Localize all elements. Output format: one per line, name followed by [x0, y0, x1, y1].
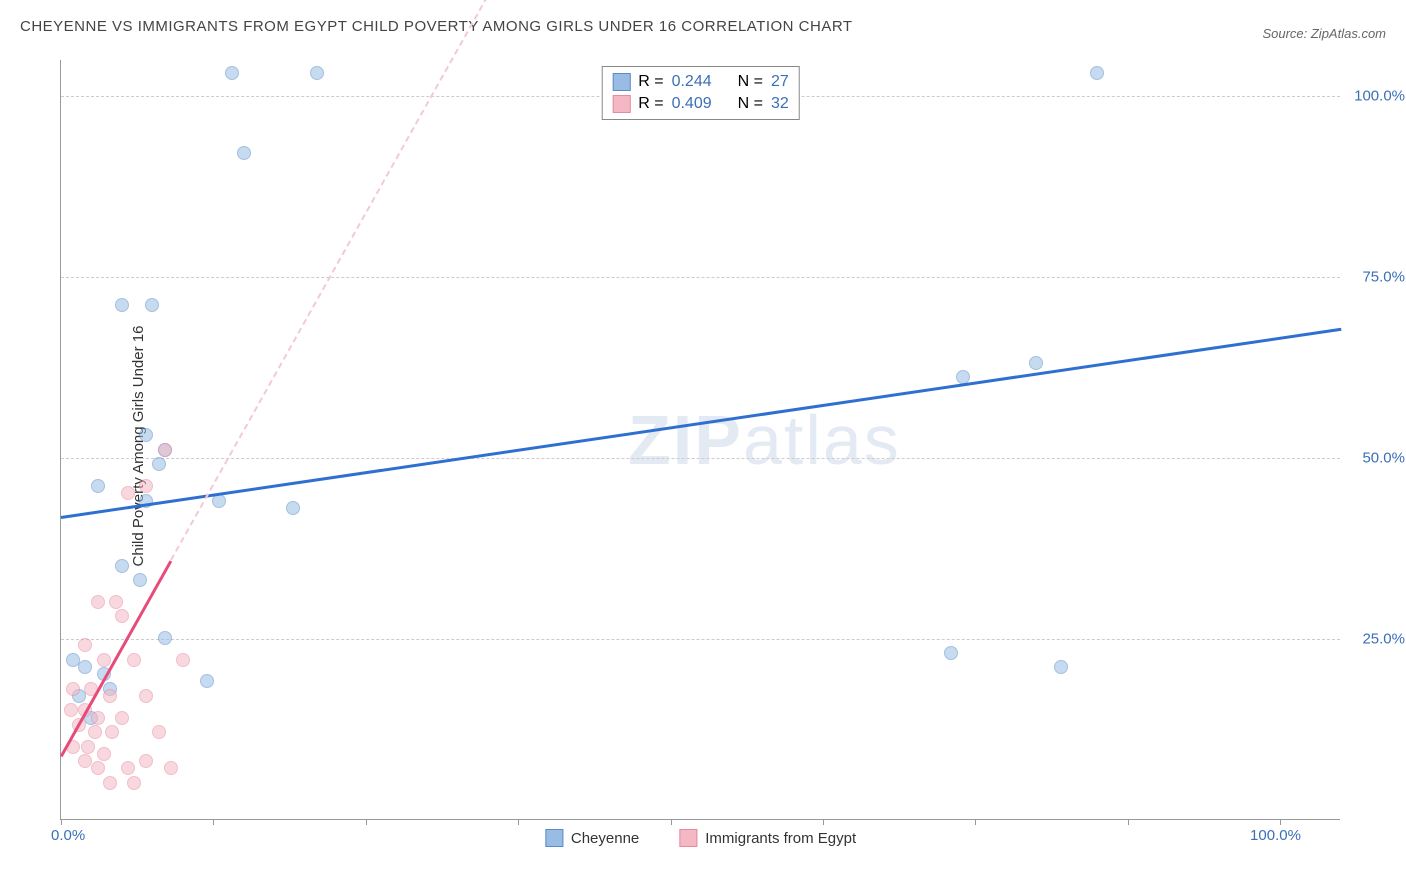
- scatter-point: [121, 486, 135, 500]
- scatter-point: [81, 740, 95, 754]
- scatter-point: [88, 725, 102, 739]
- scatter-point: [115, 298, 129, 312]
- scatter-point: [225, 66, 239, 80]
- stats-legend-box: R = 0.244 N = 27 R = 0.409 N = 32: [601, 66, 800, 120]
- x-tick-mark: [61, 819, 62, 825]
- gridline: [61, 458, 1340, 459]
- legend-bottom: Cheyenne Immigrants from Egypt: [545, 829, 856, 847]
- scatter-point: [127, 776, 141, 790]
- scatter-point: [1029, 356, 1043, 370]
- trend-line: [61, 328, 1341, 519]
- scatter-point: [91, 595, 105, 609]
- legend-item-series2: Immigrants from Egypt: [679, 829, 856, 847]
- scatter-point: [121, 761, 135, 775]
- plot-area: ZIPatlas 25.0%50.0%75.0%100.0% 0.0%100.0…: [60, 60, 1340, 820]
- scatter-point: [97, 747, 111, 761]
- scatter-point: [66, 682, 80, 696]
- scatter-point: [115, 609, 129, 623]
- x-tick-mark: [366, 819, 367, 825]
- scatter-point: [133, 573, 147, 587]
- scatter-point: [139, 428, 153, 442]
- y-tick-label: 100.0%: [1354, 88, 1405, 105]
- scatter-point: [1054, 660, 1068, 674]
- scatter-point: [1090, 66, 1104, 80]
- x-tick-mark: [518, 819, 519, 825]
- scatter-point: [115, 711, 129, 725]
- scatter-point: [103, 689, 117, 703]
- swatch-series1-icon: [545, 829, 563, 847]
- scatter-point: [127, 653, 141, 667]
- stats-row-series1: R = 0.244 N = 27: [612, 71, 789, 93]
- x-tick-mark: [1280, 819, 1281, 825]
- swatch-series2: [612, 95, 630, 113]
- swatch-series2-icon: [679, 829, 697, 847]
- scatter-point: [200, 674, 214, 688]
- gridline: [61, 639, 1340, 640]
- scatter-point: [115, 559, 129, 573]
- y-tick-label: 25.0%: [1362, 631, 1405, 648]
- scatter-point: [944, 646, 958, 660]
- x-tick-label: 100.0%: [1250, 827, 1301, 844]
- source-attribution: Source: ZipAtlas.com: [1262, 26, 1386, 41]
- y-tick-label: 75.0%: [1362, 269, 1405, 286]
- scatter-point: [78, 638, 92, 652]
- scatter-point: [103, 776, 117, 790]
- y-tick-label: 50.0%: [1362, 450, 1405, 467]
- chart-title: CHEYENNE VS IMMIGRANTS FROM EGYPT CHILD …: [20, 18, 853, 35]
- trend-line-extension: [170, 0, 611, 561]
- gridline: [61, 277, 1340, 278]
- scatter-point: [109, 595, 123, 609]
- scatter-point: [64, 703, 78, 717]
- scatter-point: [145, 298, 159, 312]
- scatter-point: [91, 711, 105, 725]
- scatter-point: [139, 754, 153, 768]
- x-tick-mark: [823, 819, 824, 825]
- legend-item-series1: Cheyenne: [545, 829, 639, 847]
- scatter-point: [310, 66, 324, 80]
- scatter-point: [139, 479, 153, 493]
- scatter-point: [105, 725, 119, 739]
- swatch-series1: [612, 73, 630, 91]
- scatter-point: [152, 725, 166, 739]
- x-tick-mark: [213, 819, 214, 825]
- x-tick-label: 0.0%: [51, 827, 85, 844]
- scatter-point: [176, 653, 190, 667]
- scatter-point: [91, 761, 105, 775]
- scatter-point: [237, 146, 251, 160]
- scatter-point: [158, 631, 172, 645]
- scatter-point: [91, 479, 105, 493]
- x-tick-mark: [975, 819, 976, 825]
- x-tick-mark: [671, 819, 672, 825]
- scatter-point: [139, 689, 153, 703]
- x-tick-mark: [1128, 819, 1129, 825]
- scatter-point: [78, 660, 92, 674]
- scatter-point: [152, 457, 166, 471]
- scatter-point: [97, 653, 111, 667]
- stats-row-series2: R = 0.409 N = 32: [612, 93, 789, 115]
- scatter-point: [286, 501, 300, 515]
- scatter-point: [164, 761, 178, 775]
- scatter-point: [158, 443, 172, 457]
